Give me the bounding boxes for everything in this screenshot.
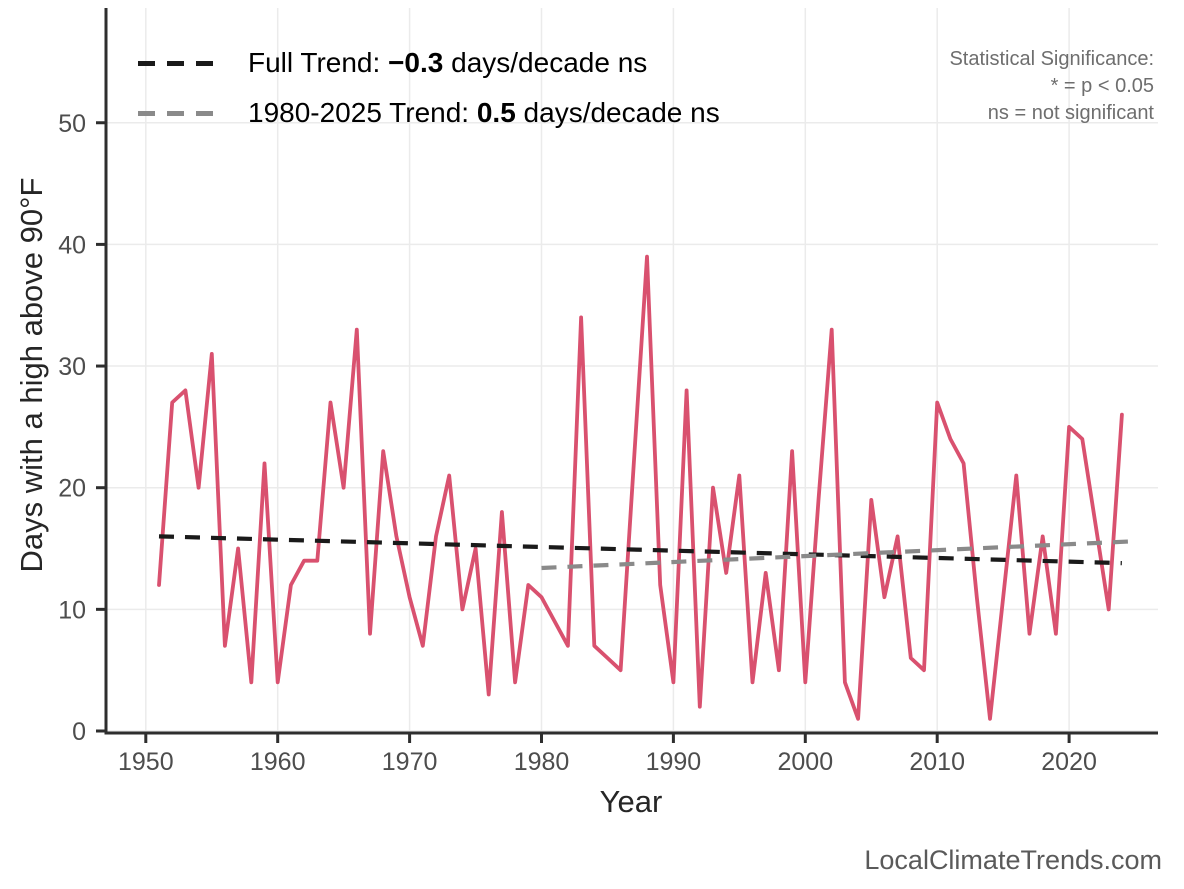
x-tick-label: 1980 xyxy=(514,748,570,776)
y-tick-label: 0 xyxy=(72,718,86,746)
recent-trend-dash-icon xyxy=(138,110,222,116)
watermark-text: LocalClimateTrends.com xyxy=(864,845,1162,875)
x-tick-label: 2010 xyxy=(909,748,965,776)
x-tick-label: 2020 xyxy=(1041,748,1097,776)
significance-note: Statistical Significance: * = p < 0.05 n… xyxy=(949,46,1154,127)
y-axis-title: Days with a high above 90°F xyxy=(14,177,49,573)
y-tick-label: 20 xyxy=(58,475,86,503)
y-tick-label: 50 xyxy=(58,110,86,138)
x-axis-title: Year xyxy=(599,784,663,819)
y-tick-label: 30 xyxy=(58,353,86,381)
days-above-90-series-line xyxy=(157,254,1124,721)
significance-note-ns: ns = not significant xyxy=(987,102,1154,124)
x-tick-label: 2000 xyxy=(777,748,833,776)
legend-item-full-trend: Full Trend: −0.3 days/decade ns xyxy=(138,44,720,82)
x-tick-label: 1960 xyxy=(250,748,306,776)
full-trend-dash-icon xyxy=(138,60,222,66)
x-tick-label: 1950 xyxy=(118,748,174,776)
gridlines xyxy=(107,8,1158,733)
significance-note-star: * = p < 0.05 xyxy=(1050,75,1154,97)
recent-trend-label: 1980-2025 Trend: 0.5 days/decade ns xyxy=(248,97,720,128)
x-tick-label: 1970 xyxy=(382,748,438,776)
x-tick-label: 1990 xyxy=(646,748,702,776)
full-trend-label: Full Trend: −0.3 days/decade ns xyxy=(248,47,648,78)
significance-note-title: Statistical Significance: xyxy=(949,48,1154,70)
y-tick-label: 40 xyxy=(58,231,86,259)
y-tick-label: 10 xyxy=(58,596,86,624)
chart-legend: Full Trend: −0.3 days/decade ns 1980-202… xyxy=(138,44,720,144)
full-trend-line xyxy=(158,534,1122,566)
recent-trend-line xyxy=(541,539,1136,571)
legend-item-recent-trend: 1980-2025 Trend: 0.5 days/decade ns xyxy=(138,94,720,132)
